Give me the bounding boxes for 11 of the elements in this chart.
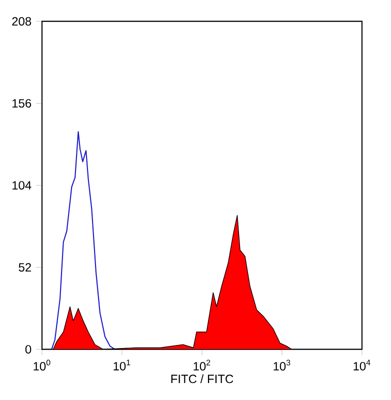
x-tick-label: 10$^{1}$ <box>114 360 130 370</box>
y-tick-label: 208 <box>12 17 32 26</box>
x-tick-label: 10$^{4}$ <box>354 360 370 370</box>
y-tick-label: 0 <box>25 345 32 354</box>
y-tick-label: 52 <box>18 263 31 272</box>
x-tick-label: 10$^{0}$ <box>34 360 50 371</box>
x-tick-label: 10$^{2}$ <box>194 360 210 371</box>
y-tick-label: 156 <box>12 99 32 108</box>
x-axis-title: FITC / FITC <box>171 374 234 384</box>
x-tick-label: 10$^{3}$ <box>274 360 290 371</box>
y-tick-label: 104 <box>12 181 32 190</box>
